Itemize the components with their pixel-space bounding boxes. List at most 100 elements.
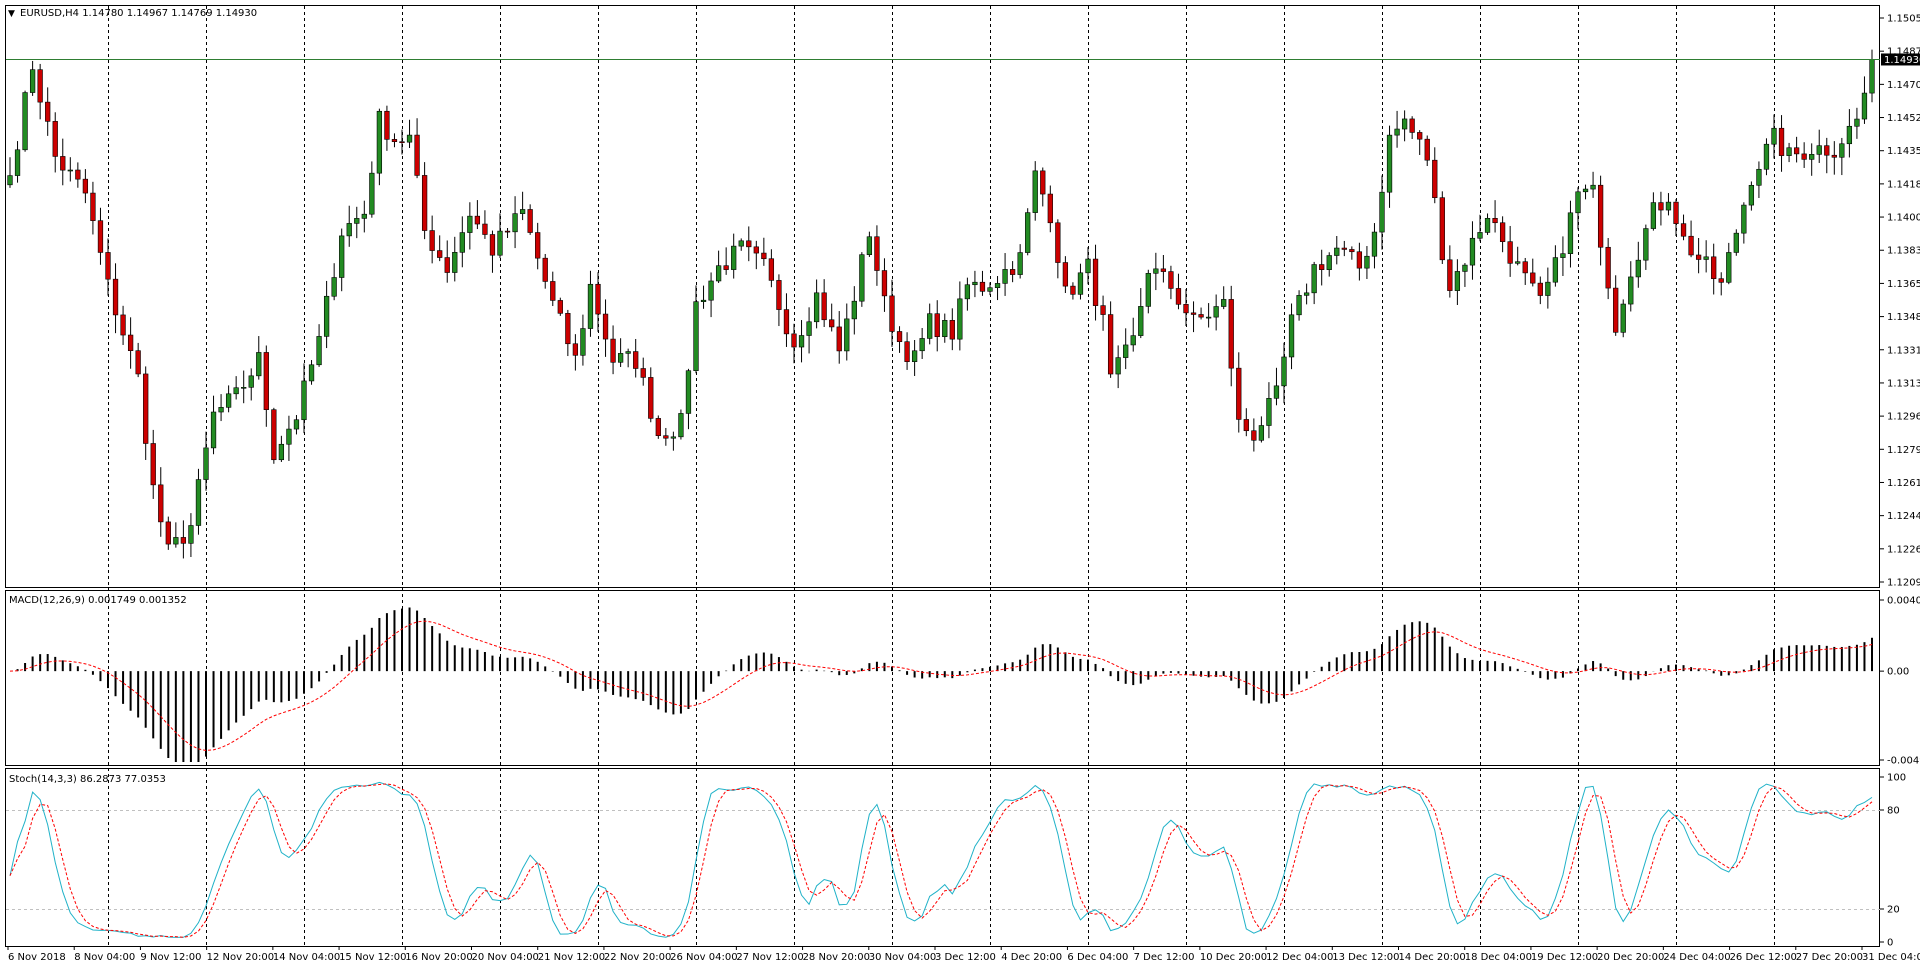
candle-body <box>286 428 292 445</box>
candle-body <box>346 223 352 237</box>
candle-body <box>90 192 96 221</box>
candle-body <box>1379 191 1385 233</box>
macd-indicator-label: MACD(12,26,9) 0.001749 0.001352 <box>9 595 187 606</box>
candle-body <box>746 240 752 248</box>
candle-body <box>1070 285 1076 295</box>
candle-body <box>550 281 556 301</box>
candle-body <box>421 175 428 231</box>
candle-body <box>188 525 194 544</box>
candle-body <box>1831 154 1837 158</box>
time-tick-label: 27 Dec 20:00 <box>1796 952 1863 963</box>
time-tick-label: 6 Dec 04:00 <box>1067 952 1128 963</box>
stoch-levels <box>6 810 1880 910</box>
candle-body <box>1499 222 1506 242</box>
candle-body <box>949 320 955 340</box>
candle-body <box>225 393 232 408</box>
candle-body <box>1530 272 1536 284</box>
candle-body <box>210 411 217 449</box>
candle-body <box>1251 430 1257 441</box>
candle-body <box>987 287 993 292</box>
day-separators <box>108 6 1775 946</box>
candle-body <box>1145 273 1151 307</box>
candle-body <box>1092 258 1099 306</box>
stoch-pane[interactable] <box>5 768 1880 947</box>
candlesticks <box>7 49 1875 559</box>
candle-body <box>1854 118 1860 127</box>
candle-body <box>1703 256 1709 260</box>
candle-body <box>271 409 277 461</box>
candle-body <box>1017 252 1023 275</box>
time-tick-label: 20 Nov 04:00 <box>472 952 539 963</box>
candle-body <box>308 364 315 382</box>
macd-signal <box>9 620 1873 751</box>
candle-body <box>783 309 790 335</box>
candle-body <box>120 314 126 336</box>
candle-body <box>1597 184 1604 248</box>
price-tick-label: 1.14000 <box>1887 213 1920 224</box>
candle-body <box>919 338 925 352</box>
candle-body <box>663 435 669 439</box>
price-tick-label: 1.13310 <box>1887 345 1920 356</box>
time-axis[interactable]: 6 Nov 2018 8 Nov 04:00 9 Nov 12:00 12 Nov 2… <box>7 946 1920 963</box>
candle-body <box>1198 314 1204 318</box>
candle-body <box>1258 425 1265 441</box>
candle-body <box>437 250 443 258</box>
candle-body <box>640 368 646 378</box>
price-tick-label: 1.14180 <box>1887 179 1920 190</box>
time-tick-label: 28 Nov 20:00 <box>803 952 870 963</box>
candle-body <box>1643 228 1649 261</box>
price-tick-label: 1.15050 <box>1887 14 1920 25</box>
candle-body <box>1726 252 1732 283</box>
time-tick-label: 15 Nov 12:00 <box>339 952 406 963</box>
candle-body <box>1447 259 1453 291</box>
candle-body <box>587 283 594 329</box>
time-tick-label: 8 Nov 04:00 <box>74 952 135 963</box>
candle-body <box>1801 153 1807 160</box>
candle-body <box>1439 197 1445 261</box>
candle-body <box>889 295 895 332</box>
candle-body <box>1009 269 1016 275</box>
candle-body <box>1824 145 1830 156</box>
price-pane[interactable] <box>5 5 1880 588</box>
time-tick-label: 20 Dec 20:00 <box>1597 952 1664 963</box>
candle-body <box>1130 335 1136 346</box>
candle-body <box>1311 264 1317 294</box>
candle-body <box>957 298 963 340</box>
candle-body <box>1401 118 1408 130</box>
macd-histogram <box>16 607 1873 762</box>
candle-body <box>1055 222 1061 263</box>
candle-body <box>572 343 579 356</box>
price-axis[interactable]: 1.15050 1.14875 1.14700 1.14525 1.14350 1.141… <box>1880 14 1920 949</box>
candle-body <box>768 258 775 281</box>
candle-body <box>504 230 511 233</box>
candle-body <box>761 252 767 260</box>
candle-body <box>1364 255 1370 269</box>
candle-body <box>60 156 66 171</box>
candle-body <box>580 328 586 356</box>
candle-body <box>942 320 948 338</box>
time-tick-label: 6 Nov 2018 <box>8 952 66 963</box>
candle-body <box>165 521 171 545</box>
price-tick-label: 1.13485 <box>1887 312 1920 323</box>
candle-body <box>1153 268 1159 274</box>
candle-body <box>1816 145 1822 155</box>
candle-body <box>1545 281 1551 296</box>
stoch-tick-label: 0 <box>1887 938 1893 949</box>
candle-body <box>1537 282 1543 296</box>
time-tick-label: 12 Dec 04:00 <box>1266 952 1333 963</box>
stoch-lines <box>9 781 1873 938</box>
candle-body <box>1077 272 1084 295</box>
macd-pane[interactable] <box>5 590 1880 766</box>
time-tick-label: 3 Dec 12:00 <box>935 952 996 963</box>
candle-body <box>1394 128 1400 136</box>
candle-body <box>399 141 405 144</box>
candle-body <box>1115 357 1121 375</box>
chart-dropdown-icon[interactable]: ▼ <box>8 9 15 19</box>
candle-body <box>791 333 797 348</box>
candle-body <box>22 92 28 151</box>
price-tick-label: 1.14700 <box>1887 80 1920 91</box>
price-tick-label: 1.12440 <box>1887 511 1920 522</box>
candle-body <box>1025 212 1031 253</box>
